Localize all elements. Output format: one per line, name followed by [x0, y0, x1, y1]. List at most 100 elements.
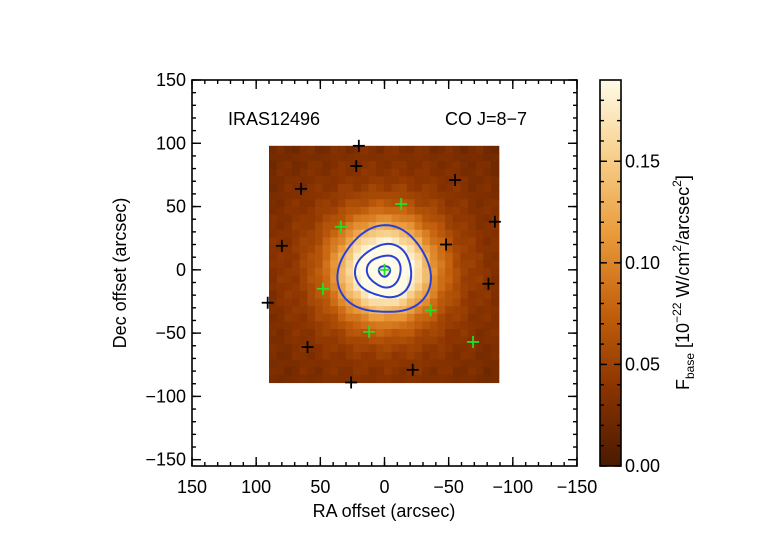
heatmap-pixel — [468, 145, 477, 155]
heatmap-pixel — [491, 161, 500, 170]
heatmap-pixel — [414, 199, 423, 208]
heatmap-pixel — [460, 329, 469, 338]
heatmap-pixel — [445, 367, 454, 376]
heatmap-pixel — [360, 229, 370, 239]
heatmap-pixel — [337, 267, 347, 277]
heatmap-pixel — [391, 267, 400, 277]
heatmap-pixel — [445, 229, 454, 239]
heatmap-pixel — [345, 145, 354, 155]
heatmap-pixel — [291, 161, 301, 170]
heatmap-pixel — [491, 176, 500, 185]
heatmap-pixel — [429, 222, 439, 231]
heatmap-pixel — [330, 245, 339, 254]
heatmap-pixel — [291, 275, 301, 284]
heatmap-pixel — [422, 229, 431, 239]
heatmap-pixel — [399, 168, 408, 177]
heatmap-pixel — [437, 153, 446, 162]
heatmap-pixel — [429, 245, 439, 254]
heatmap-pixel — [491, 344, 500, 353]
heatmap-pixel — [269, 336, 278, 345]
heatmap-pixel — [284, 176, 293, 185]
heatmap-pixel — [322, 283, 331, 292]
heatmap-pixel — [483, 145, 492, 155]
heatmap-pixel — [460, 229, 469, 239]
heatmap-pixel — [291, 344, 301, 353]
heatmap-pixel — [452, 199, 462, 208]
heatmap-pixel — [468, 214, 477, 223]
heatmap-pixel — [491, 321, 500, 330]
heatmap-pixel — [414, 176, 423, 185]
heatmap-pixel — [337, 214, 347, 223]
y-tick-label: 0 — [176, 260, 186, 280]
heatmap-pixel — [376, 168, 385, 177]
heatmap-pixel — [360, 329, 370, 338]
heatmap-pixel — [437, 336, 446, 345]
heatmap-pixel — [307, 267, 316, 277]
detector-marker-black — [488, 215, 501, 228]
heatmap-pixel — [452, 145, 462, 155]
heatmap-pixel — [460, 145, 469, 155]
heatmap-pixel — [491, 306, 500, 315]
heatmap-pixel — [399, 359, 408, 368]
heatmap-pixel — [468, 153, 477, 162]
heatmap-pixel — [422, 176, 431, 185]
heatmap-pixel — [437, 237, 446, 246]
heatmap-pixel — [483, 359, 492, 368]
heatmap-pixel — [445, 374, 454, 384]
heatmap-pixel — [314, 222, 324, 231]
heatmap-pixel — [391, 329, 400, 338]
heatmap-pixel — [322, 306, 331, 315]
colorbar-label-units-b: /arcsec — [673, 187, 693, 245]
heatmap-pixel — [376, 351, 385, 361]
detector-marker-green — [334, 220, 347, 233]
heatmap-pixel — [414, 145, 423, 155]
heatmap-pixel — [337, 321, 347, 330]
heatmap-pixel — [406, 367, 416, 376]
heatmap-pixel — [437, 176, 446, 185]
heatmap-pixel — [330, 351, 339, 361]
heatmap-pixel — [452, 313, 462, 322]
heatmap-pixel — [491, 359, 500, 368]
heatmap-pixel — [307, 336, 316, 345]
heatmap-pixel — [345, 229, 354, 239]
heatmap-pixel — [452, 283, 462, 292]
heatmap-pixel — [445, 260, 454, 269]
heatmap-pixel — [276, 153, 285, 162]
heatmap-pixel — [269, 191, 278, 200]
heatmap-pixel — [491, 290, 500, 300]
detector-markers — [261, 139, 501, 389]
heatmap-pixel — [284, 168, 293, 177]
heatmap-pixel — [468, 245, 477, 254]
heatmap-pixel — [353, 306, 362, 315]
heatmap-pixel — [299, 344, 308, 353]
heatmap-pixel — [337, 176, 347, 185]
heatmap-pixel — [468, 374, 477, 384]
heatmap-pixel — [422, 336, 431, 345]
heatmap-pixel — [353, 267, 362, 277]
heatmap-pixel — [376, 176, 385, 185]
heatmap-pixel — [475, 336, 485, 345]
heatmap-pixel — [475, 168, 485, 177]
heatmap-pixel — [360, 252, 370, 261]
heatmap-pixel — [475, 245, 485, 254]
heatmap-pixel — [368, 298, 377, 307]
heatmap-pixel — [269, 275, 278, 284]
heatmap-pixel — [345, 153, 354, 162]
heatmap-pixel — [269, 199, 278, 208]
heatmap-pixel — [330, 290, 339, 300]
heatmap-pixel — [475, 183, 485, 193]
heatmap-pixel — [330, 168, 339, 177]
heatmap-pixel — [322, 206, 331, 216]
heatmap-pixel — [291, 351, 301, 361]
heatmap-pixel — [445, 336, 454, 345]
heatmap-pixel — [452, 214, 462, 223]
heatmap-pixel — [460, 183, 469, 193]
heatmap-pixel — [437, 229, 446, 239]
heatmap-pixel — [337, 359, 347, 368]
contour-level-0.06 — [336, 224, 432, 313]
heatmap-pixel — [468, 298, 477, 307]
heatmap-pixel — [360, 153, 370, 162]
heatmap-pixel — [353, 329, 362, 338]
heatmap-pixel — [284, 290, 293, 300]
